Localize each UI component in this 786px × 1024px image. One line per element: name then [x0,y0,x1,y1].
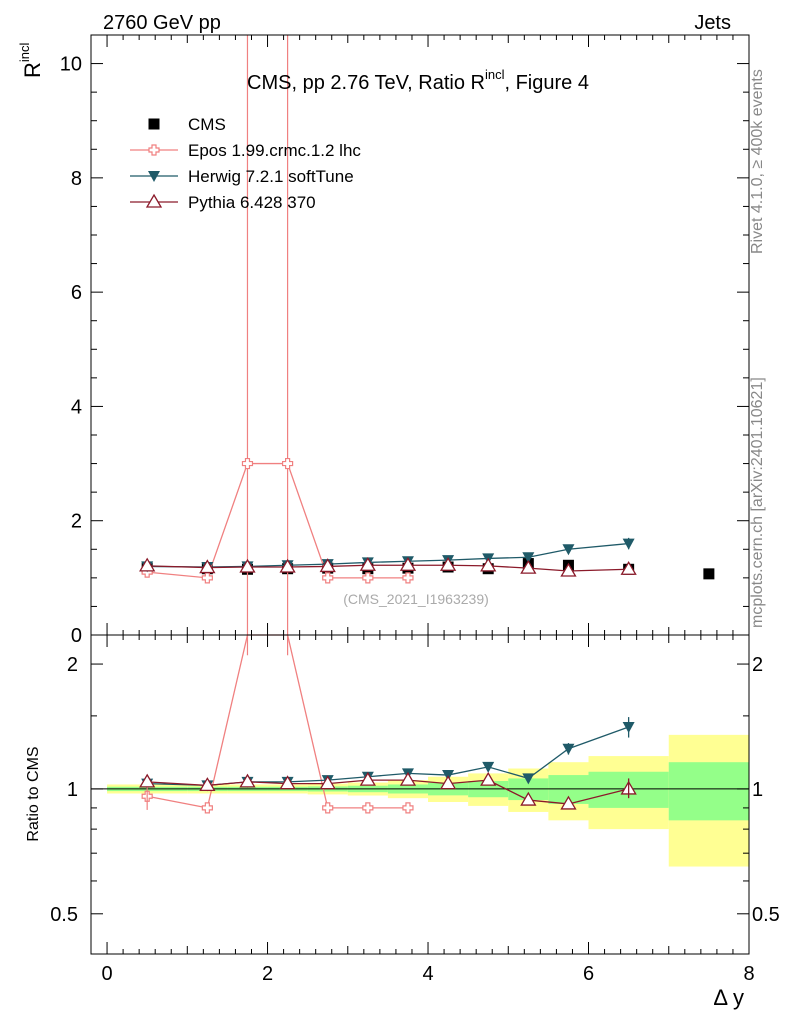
ratio-point-3-3 [279,775,296,790]
legend-marker-1 [148,144,160,156]
point-3-1 [199,559,216,574]
y-tick-label-0: 0 [71,625,82,647]
y-tick-label-4: 4 [71,396,82,418]
y-axis-label-sup: incl [17,42,32,62]
chart-title-tail: , Figure 4 [504,72,588,94]
point-3-8 [480,557,497,572]
point-1-5 [362,572,374,584]
rivet-version-label: Rivet 4.1.0, ≥ 400k events [749,69,766,254]
point-3-6 [399,556,417,571]
ratio-point-3-1 [199,777,216,792]
chart-title: CMS, pp 2.76 TeV, Ratio Rincl, Figure 4 [247,67,589,94]
ratio-point-3-7 [439,775,457,790]
ratio-panel-frame [90,634,750,955]
legend-label-1: Epos 1.99.crmc.1.2 lhc [188,141,361,160]
ratio-point-3-10 [560,795,577,810]
point-3-5 [359,556,376,571]
y-tick-label-2: 2 [71,511,82,533]
point-1-4 [322,572,334,584]
y-tick-label-8: 8 [71,168,82,190]
ratio-point-3-2 [239,773,256,788]
ratio-tick-label-left-1: 1 [67,779,78,801]
ratio-tick-label-left-2: 2 [67,654,78,676]
x-tick-label-6: 6 [583,963,594,985]
y-tick-label-6: 6 [71,282,82,304]
legend-marker-2 [148,171,160,182]
ratio-point-1-1 [201,802,213,814]
y-axis-label: Rincl [17,42,45,78]
legend-marker-0 [148,118,160,130]
legend-label-0: CMS [188,115,226,134]
series-line-ratio-3 [147,779,629,805]
ratio-y-axis-label: Ratio to CMS [25,746,42,841]
y-tick-label-10: 10 [60,54,82,76]
chart-title-sup: incl [485,67,505,82]
mcplots-label: mcplots.cern.ch [arXiv:2401.10621] [749,377,766,628]
point-3-3 [279,558,296,573]
band-inner-12 [668,762,749,821]
legend: CMS Epos 1.99.crmc.1.2 lhc Herwig 7.2.1 so… [130,115,361,212]
ratio-tick-label-left-0.5: 0.5 [50,904,78,926]
header-right-label: Jets [694,12,731,34]
legend-marker-3 [145,193,163,208]
ratio-point-3-4 [319,775,336,790]
ratio-uncertainty-bands [107,734,749,867]
x-axis-label: Δ y [713,985,744,1010]
analysis-watermark: (CMS_2021_I1963239) [343,591,489,607]
point-1-1 [201,572,213,584]
ratio-tick-label-right-1: 1 [752,779,763,801]
x-tick-label-8: 8 [743,963,754,985]
point-3-11 [620,560,637,575]
ratio-tick-label-right-0.5: 0.5 [752,904,780,926]
ratio-point-1-5 [362,802,374,814]
ratio-tick-label-right-2: 2 [752,654,763,676]
ratio-point-3-0 [139,773,156,788]
legend-label-3: Pythia 6.428 370 [188,193,316,212]
header-left-label: 2760 GeV pp [103,12,221,34]
y-axis-label-main: R [20,62,45,78]
ratio-point-3-8 [480,771,497,786]
chart-title-main: CMS, pp 2.76 TeV, Ratio R [247,72,485,94]
x-tick-label-2: 2 [262,963,273,985]
point-0-12 [703,568,715,580]
point-3-2 [239,558,256,573]
ratio-point-3-5 [359,771,376,786]
axis-ticks: 0 2 4 6 8 0 2 4 6 8 10 0.5 0.5 1 1 2 2 [50,34,780,985]
ratio-point-1-6 [402,802,414,814]
point-3-4 [319,558,336,573]
ratio-point-1-4 [322,802,334,814]
point-3-0 [139,557,156,572]
series-line-main-2 [147,542,629,568]
x-tick-label-4: 4 [422,963,433,985]
point-3-10 [560,562,577,577]
point-1-2 [241,457,254,470]
frames [90,34,750,955]
x-tick-label-0: 0 [101,963,112,985]
point-1-6 [402,572,414,584]
point-3-7 [439,556,457,571]
point-2-9 [522,552,535,564]
series-layer [139,35,715,814]
point-3-9 [520,559,537,574]
ratio-point-2-8 [482,761,495,773]
legend-label-2: Herwig 7.2.1 softTune [188,167,354,186]
ratio-point-3-9 [520,791,537,806]
point-1-3 [281,457,294,470]
point-2-10 [562,544,575,556]
ratio-point-2-9 [522,773,535,785]
series-line-main-3 [147,564,629,572]
ratio-point-3-6 [399,771,417,786]
